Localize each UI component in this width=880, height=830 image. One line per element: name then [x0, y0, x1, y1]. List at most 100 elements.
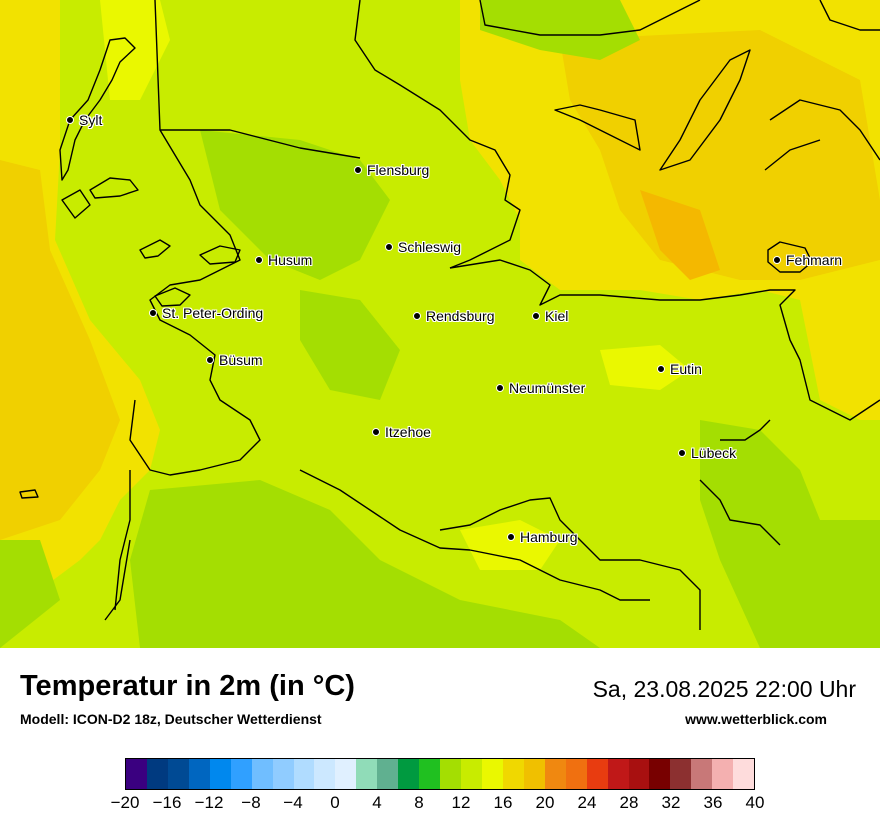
- legend-swatch: [335, 759, 357, 789]
- temp-field-baltic-inner: [560, 30, 880, 280]
- legend-tick-label: 32: [661, 793, 681, 812]
- legend-swatch: [440, 759, 461, 789]
- temp-field-baltic-warmest: [640, 190, 720, 280]
- legend-swatch: [649, 759, 671, 789]
- city-markers: Sylt Flensburg Schleswig Husum Fehmarn St. Pe…: [66, 111, 842, 546]
- temp-field-land-cool-east: [700, 420, 880, 648]
- city-luebeck: Lübeck: [678, 444, 736, 462]
- legend-swatch: [712, 759, 734, 789]
- city-dot-icon: [255, 255, 263, 264]
- map-title: Temperatur in 2m (in °C): [20, 670, 355, 702]
- legend-swatch: [126, 759, 147, 789]
- legend-tick-label: −20: [110, 793, 140, 812]
- city-rendsburg: Rendsburg: [413, 307, 495, 325]
- temp-field-land-warm-eutin: [600, 345, 690, 390]
- city-sylt: Sylt: [66, 111, 102, 129]
- city-label: Husum: [268, 251, 313, 268]
- city-label: St. Peter-Ording: [162, 304, 264, 321]
- website-link[interactable]: www.wetterblick.com: [685, 711, 827, 727]
- legend-swatch: [146, 759, 168, 789]
- city-label: Lübeck: [691, 444, 737, 461]
- temp-field-land-cool-north: [200, 130, 390, 280]
- legend-tick-label: −12: [194, 793, 224, 812]
- city-dot-icon: [507, 532, 515, 541]
- legend-swatch: [293, 759, 315, 789]
- city-dot-icon: [66, 115, 74, 124]
- temperature-map: Sylt Flensburg Schleswig Husum Fehmarn St. Pe…: [0, 0, 880, 648]
- city-dot-icon: [413, 311, 421, 320]
- city-flensburg: Flensburg: [354, 161, 429, 179]
- city-dot-icon: [657, 364, 665, 373]
- legend-swatch: [733, 759, 755, 789]
- city-dot-icon: [149, 308, 157, 317]
- city-label: Kiel: [545, 307, 569, 324]
- city-buesum: Büsum: [206, 351, 263, 369]
- color-legend: −20 −16 −12 −8 −4 0 4 8 12 16 20 24 28 32 36 40: [0, 756, 880, 826]
- legend-swatch: [607, 759, 629, 789]
- legend-tick-label: 40: [745, 793, 765, 812]
- legend-swatch: [628, 759, 650, 789]
- legend-swatch: [230, 759, 252, 789]
- city-kiel: Kiel: [532, 307, 568, 325]
- legend-swatch: [481, 759, 503, 789]
- temp-field-land-cool-center: [300, 290, 400, 400]
- city-label: Neumünster: [509, 379, 586, 396]
- legend-swatch: [377, 759, 399, 789]
- city-dot-icon: [385, 242, 393, 251]
- city-neumuenster: Neumünster: [496, 379, 585, 397]
- legend-swatch: [461, 759, 482, 789]
- city-dot-icon: [354, 165, 362, 174]
- legend-tick-label: 0: [330, 793, 340, 812]
- city-hamburg: Hamburg: [507, 528, 578, 546]
- legend-swatch: [398, 759, 420, 789]
- legend-tick-label: −4: [283, 793, 303, 812]
- legend-swatch: [188, 759, 210, 789]
- city-label: Itzehoe: [385, 423, 431, 440]
- legend-tick-label: 4: [372, 793, 382, 812]
- city-eutin: Eutin: [657, 360, 702, 378]
- legend-swatch: [523, 759, 545, 789]
- city-label: Fehmarn: [786, 251, 843, 268]
- legend-tick-label: 12: [451, 793, 471, 812]
- city-label: Hamburg: [520, 528, 578, 545]
- legend-swatch: [544, 759, 566, 789]
- city-dot-icon: [773, 255, 781, 264]
- legend-swatch: [272, 759, 294, 789]
- model-info: Modell: ICON-D2 18z, Deutscher Wetterdie…: [20, 711, 322, 727]
- legend-tick-label: 20: [535, 793, 555, 812]
- legend-color-bar: [125, 758, 755, 790]
- legend-tick-label: −16: [152, 793, 182, 812]
- legend-tick-label: −8: [241, 793, 261, 812]
- temp-field-land-cool-northeast: [480, 0, 640, 60]
- temp-field-north-sea-inner: [0, 160, 120, 540]
- legend-tick-label: 28: [619, 793, 639, 812]
- city-label: Eutin: [670, 360, 702, 377]
- city-dot-icon: [678, 448, 686, 457]
- city-dot-icon: [372, 427, 380, 436]
- legend-swatch: [670, 759, 692, 789]
- city-label: Flensburg: [367, 161, 430, 178]
- forecast-datetime: Sa, 23.08.2025 22:00 Uhr: [592, 676, 856, 702]
- legend-swatch: [209, 759, 231, 789]
- legend-swatch: [502, 759, 524, 789]
- city-dot-icon: [496, 383, 504, 392]
- city-label: Sylt: [79, 111, 103, 128]
- legend-swatch: [167, 759, 189, 789]
- city-st-peter-ording: St. Peter-Ording: [149, 304, 263, 322]
- city-fehmarn: Fehmarn: [773, 251, 842, 269]
- legend-swatch: [356, 759, 378, 789]
- legend-swatch: [314, 759, 336, 789]
- city-dot-icon: [206, 355, 214, 364]
- temp-field-land-cool-south: [130, 480, 600, 648]
- city-label: Schleswig: [398, 238, 462, 255]
- legend-swatch: [691, 759, 713, 789]
- city-itzehoe: Itzehoe: [372, 423, 431, 441]
- legend-tick-label: 36: [703, 793, 723, 812]
- city-label: Rendsburg: [426, 307, 495, 324]
- temp-field-land-cool-southwest: [0, 540, 60, 648]
- legend-tick-label: 8: [414, 793, 424, 812]
- legend-swatch: [251, 759, 273, 789]
- coastlines: [19, 0, 880, 630]
- city-schleswig: Schleswig: [385, 238, 461, 256]
- temp-field-land-warm-hamburg: [460, 520, 560, 570]
